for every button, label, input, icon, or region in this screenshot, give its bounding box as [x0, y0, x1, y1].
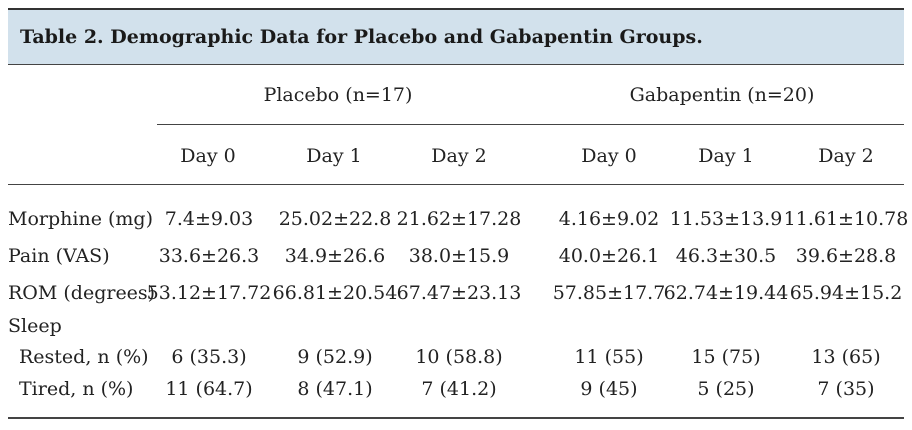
table-cell: 13 (65) — [811, 346, 881, 368]
table-cell: 10 (58.8) — [415, 346, 503, 368]
table-cell: 46.3±30.5 — [675, 245, 777, 267]
table-cell: 15 (75) — [691, 346, 761, 368]
day-header: Day 0 — [180, 145, 236, 167]
row-label-rom: ROM (degrees) — [8, 282, 156, 304]
table-cell: 7 (35) — [817, 378, 875, 400]
table-cell: 11.53±13.9 — [669, 208, 783, 230]
row-label-pain: Pain (VAS) — [8, 245, 110, 267]
table-cell: 8 (47.1) — [297, 378, 373, 400]
table-cell: 62.74±19.44 — [663, 282, 789, 304]
table-cell: 21.62±17.28 — [396, 208, 522, 230]
table-title-bar: Table 2. Demographic Data for Placebo an… — [8, 8, 904, 64]
day-header: Day 2 — [431, 145, 487, 167]
group-header-rule — [157, 124, 904, 125]
table-cell: 38.0±15.9 — [408, 245, 510, 267]
group-header-placebo: Placebo (n=17) — [263, 84, 413, 106]
group-header-gabapentin: Gabapentin (n=20) — [629, 84, 815, 106]
day-header: Day 0 — [581, 145, 637, 167]
table-cell: 33.6±26.3 — [158, 245, 260, 267]
table-cell: 7.4±9.03 — [164, 208, 254, 230]
table-cell: 57.85±17.7 — [552, 282, 666, 304]
day-header: Day 1 — [306, 145, 362, 167]
table-cell: 53.12±17.72 — [146, 282, 272, 304]
table-cell: 34.9±26.6 — [284, 245, 386, 267]
table-cell: 4.16±9.02 — [558, 208, 660, 230]
day-header: Day 2 — [818, 145, 874, 167]
table-cell: 65.94±15.2 — [789, 282, 903, 304]
table-cell: 39.6±28.8 — [795, 245, 897, 267]
table-cell: 7 (41.2) — [421, 378, 497, 400]
table-cell: 11.61±10.78 — [783, 208, 909, 230]
table-cell: 11 (64.7) — [165, 378, 253, 400]
table-cell: 9 (45) — [580, 378, 638, 400]
row-label-tired: Tired, n (%) — [19, 378, 134, 400]
header-bottom-rule — [8, 184, 904, 185]
table-cell: 66.81±20.54 — [272, 282, 398, 304]
table-cell: 11 (55) — [574, 346, 644, 368]
title-bottom-rule — [8, 64, 904, 65]
table-bottom-rule — [8, 417, 904, 419]
table-cell: 9 (52.9) — [297, 346, 373, 368]
table-cell: 25.02±22.8 — [278, 208, 392, 230]
row-label-rested: Rested, n (%) — [19, 346, 149, 368]
day-header: Day 1 — [698, 145, 754, 167]
table-cell: 67.47±23.13 — [396, 282, 522, 304]
table-cell: 5 (25) — [697, 378, 755, 400]
row-label-morphine: Morphine (mg) — [8, 208, 153, 230]
table-cell: 6 (35.3) — [171, 346, 247, 368]
table-title: Table 2. Demographic Data for Placebo an… — [20, 26, 703, 48]
table-cell: 40.0±26.1 — [558, 245, 660, 267]
row-label-sleep: Sleep — [8, 315, 62, 337]
